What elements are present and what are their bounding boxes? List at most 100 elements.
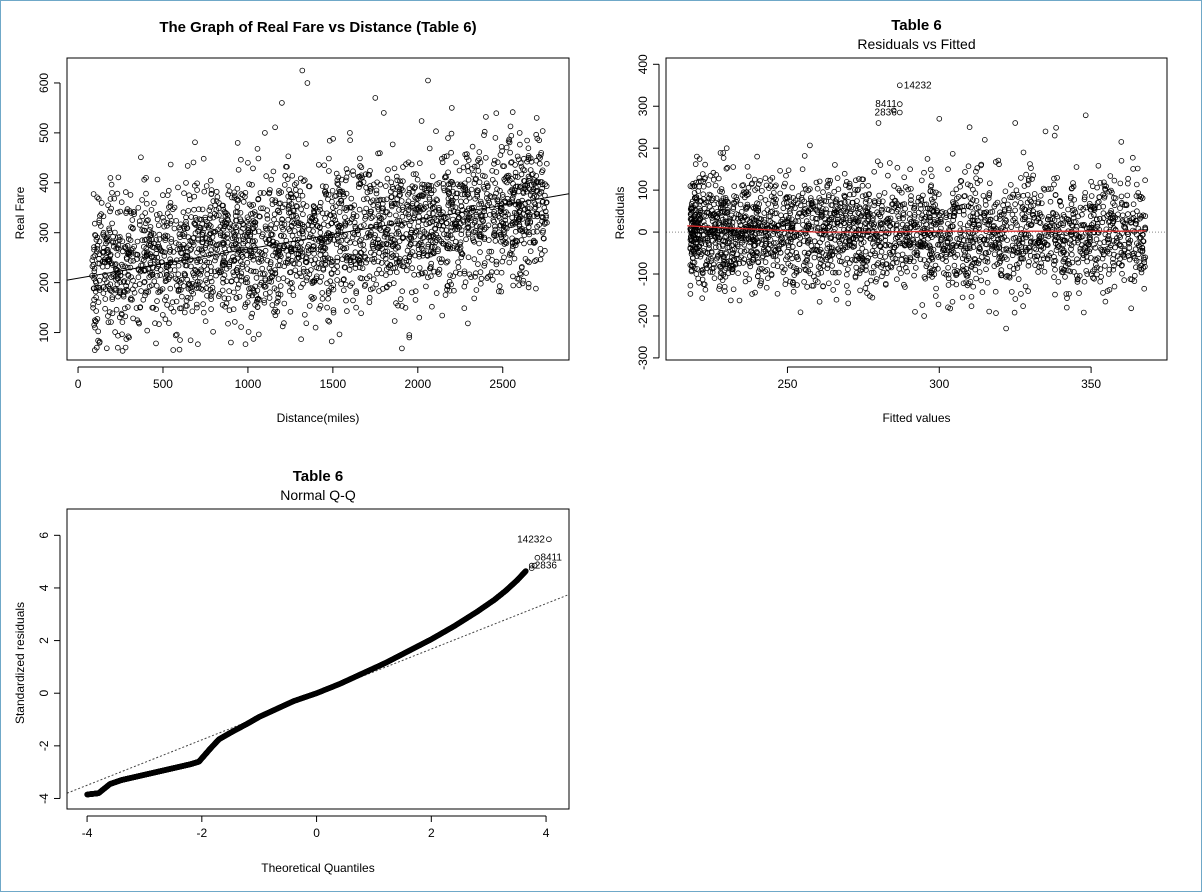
- data-point: [808, 243, 815, 249]
- data-point: [396, 238, 403, 245]
- data-point: [377, 196, 384, 203]
- data-point: [343, 245, 350, 251]
- data-point: [766, 185, 772, 191]
- data-point: [533, 178, 540, 185]
- data-point: [793, 265, 800, 272]
- data-point: [445, 202, 452, 209]
- data-point: [1042, 224, 1048, 231]
- data-point: [446, 200, 452, 206]
- data-point: [835, 186, 842, 193]
- data-point: [837, 200, 843, 207]
- data-point: [272, 312, 279, 319]
- data-point: [144, 327, 151, 334]
- data-point: [525, 145, 532, 152]
- data-point: [1111, 283, 1118, 290]
- data-point: [1051, 274, 1057, 280]
- data-point: [520, 190, 527, 196]
- data-point: [288, 194, 294, 201]
- data-point: [260, 190, 267, 196]
- data-point: [223, 278, 230, 285]
- data-point: [873, 276, 880, 282]
- data-point: [844, 255, 850, 262]
- data-point: [255, 256, 262, 262]
- data-point: [141, 176, 148, 183]
- data-point: [190, 159, 197, 166]
- data-point: [805, 250, 811, 257]
- data-point: [1086, 200, 1093, 207]
- data-point: [1021, 216, 1028, 223]
- data-point: [182, 309, 188, 316]
- data-point: [878, 209, 885, 216]
- data-point: [125, 304, 131, 310]
- data-point: [878, 206, 885, 213]
- data-point: [160, 312, 166, 318]
- data-point: [910, 237, 917, 243]
- data-point: [171, 204, 178, 211]
- data-point: [325, 295, 331, 302]
- data-point: [1045, 233, 1052, 240]
- data-point: [97, 213, 103, 219]
- data-point: [285, 216, 291, 223]
- data-point: [1105, 233, 1112, 239]
- data-point: [429, 303, 435, 310]
- data-point: [271, 285, 278, 292]
- data-point: [477, 198, 484, 205]
- data-point: [1115, 211, 1121, 218]
- data-point: [245, 237, 252, 243]
- data-point: [816, 203, 823, 209]
- data-point: [879, 203, 885, 209]
- data-point: [770, 190, 777, 196]
- data-point: [1030, 208, 1036, 215]
- data-point: [833, 296, 840, 303]
- data-point: [461, 184, 467, 190]
- data-point: [1078, 222, 1084, 229]
- data-point: [226, 263, 233, 270]
- data-point: [137, 304, 143, 311]
- data-point: [1083, 268, 1089, 274]
- data-point: [170, 308, 177, 315]
- data-point: [499, 148, 505, 154]
- data-point: [393, 256, 400, 262]
- data-point: [1130, 166, 1136, 172]
- data-point: [439, 312, 446, 319]
- data-point: [173, 298, 180, 305]
- data-point: [210, 240, 216, 246]
- data-point: [757, 178, 763, 184]
- data-point: [968, 264, 975, 270]
- data-point: [1134, 208, 1140, 215]
- data-point: [992, 288, 999, 295]
- data-point: [451, 287, 457, 294]
- data-point: [389, 141, 396, 148]
- data-point: [1013, 187, 1020, 194]
- data-point: [234, 196, 240, 202]
- data-point: [179, 231, 186, 238]
- data-point: [392, 246, 399, 252]
- data-point: [357, 255, 364, 261]
- data-point: [996, 250, 1003, 256]
- data-point: [357, 155, 363, 162]
- data-point: [896, 265, 902, 272]
- data-point: [460, 164, 467, 171]
- data-point: [192, 230, 199, 237]
- y-axis-label: Real Fare: [13, 186, 27, 239]
- data-point: [822, 225, 829, 231]
- data-point: [938, 219, 944, 225]
- data-point: [836, 238, 842, 245]
- data-point: [312, 205, 318, 211]
- data-point: [426, 145, 433, 152]
- data-point: [784, 224, 791, 231]
- data-point: [1026, 207, 1033, 214]
- data-point: [543, 199, 550, 206]
- data-point: [1137, 212, 1143, 219]
- data-point: [419, 184, 425, 191]
- data-point: [814, 216, 820, 222]
- data-point: [289, 219, 295, 225]
- data-point: [261, 299, 268, 306]
- data-point: [1082, 190, 1088, 196]
- data-point: [362, 171, 369, 178]
- data-point: [906, 233, 912, 239]
- data-point: [164, 302, 170, 308]
- data-point: [837, 258, 843, 265]
- data-point: [418, 270, 425, 277]
- data-point: [214, 194, 221, 200]
